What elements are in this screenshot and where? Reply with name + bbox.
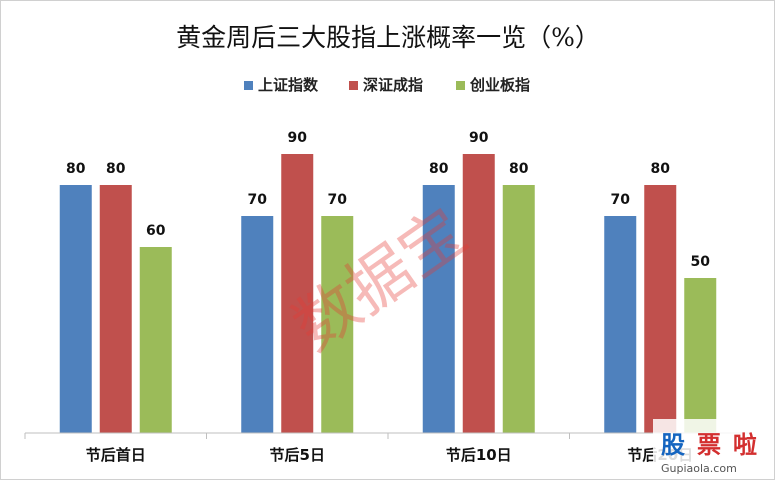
bar-2-1: [241, 216, 274, 433]
legend-label-2: 深证成指: [363, 76, 423, 94]
logo-char-3: 啦: [733, 431, 757, 459]
bar-2-3: [321, 216, 354, 433]
x-axis: 节后首日节后5日节后10日节后20日: [24, 432, 752, 464]
bar-4-3: [684, 278, 717, 433]
legend-swatch-2: [349, 81, 358, 90]
value-label-3-1: 80: [429, 161, 449, 177]
site-logo: 股票啦 Gupiaola.com: [653, 419, 771, 477]
chart-title: 黄金周后三大股指上涨概率一览（%）: [176, 23, 600, 52]
bar-1-1: [59, 185, 92, 433]
value-label-2-2: 90: [288, 130, 308, 146]
bar-3-1: [422, 185, 455, 433]
x-tick-label-2: 节后5日: [270, 446, 325, 464]
legend-label-1: 上证指数: [258, 76, 319, 94]
bar-4-1: [604, 216, 637, 433]
value-label-1-2: 80: [106, 161, 126, 177]
value-label-2-1: 70: [248, 192, 268, 208]
logo-char-2: 票: [697, 431, 721, 459]
legend-label-3: 创业板指: [469, 76, 530, 94]
legend-swatch-3: [456, 81, 465, 90]
bar-3-2: [462, 154, 495, 433]
value-label-4-2: 80: [651, 161, 671, 177]
logo-backdrop: [653, 419, 771, 477]
value-label-1-3: 60: [146, 223, 166, 239]
legend-swatch-1: [244, 81, 253, 90]
bar-1-3: [139, 247, 172, 433]
value-label-3-2: 90: [469, 130, 489, 146]
logo-url: Gupiaola.com: [661, 462, 737, 475]
bars: [59, 154, 717, 433]
bar-3-3: [502, 185, 535, 433]
value-labels: 80 80 60 70 90 70 80 90 80 70 80 50: [66, 130, 710, 270]
value-label-4-3: 50: [691, 254, 711, 270]
legend: 上证指数 深证成指 创业板指: [244, 76, 530, 94]
x-tick-label-3: 节后10日: [446, 446, 512, 464]
logo-char-1: 股: [661, 431, 685, 459]
bar-1-2: [99, 185, 132, 433]
value-label-2-3: 70: [328, 192, 348, 208]
value-label-4-1: 70: [611, 192, 631, 208]
value-label-3-3: 80: [509, 161, 529, 177]
value-label-1-1: 80: [66, 161, 86, 177]
x-tick-label-1: 节后首日: [86, 446, 146, 464]
bar-4-2: [644, 185, 677, 433]
bar-2-2: [281, 154, 314, 433]
